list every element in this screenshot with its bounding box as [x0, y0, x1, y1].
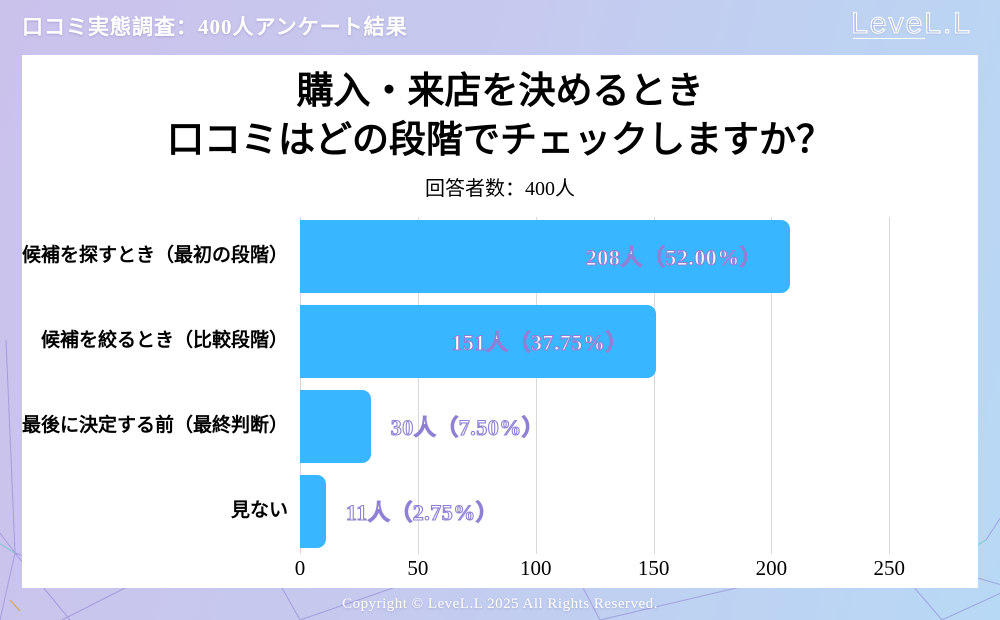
- value-label: 208人（52.00%）: [585, 245, 763, 271]
- bar-track: 30人（7.50%）: [300, 389, 960, 463]
- bar-segment: 208人（52.00%）: [300, 219, 791, 293]
- x-tick-label: 250: [873, 555, 906, 580]
- value-label: 151人（37.75%）: [451, 330, 628, 356]
- copyright-text: Copyright © LeveL.L 2025 All Rights Rese…: [342, 596, 658, 612]
- chart-title-line2: 口コミはどの段階でチェックしますか？: [167, 119, 833, 161]
- chart-title: 購入・来店を決めるとき 口コミはどの段階でチェックしますか？: [22, 68, 978, 166]
- bar-segment: [300, 474, 326, 548]
- chart-row: 最後に決定する前（最終判断） 30人（7.50%）: [22, 389, 978, 463]
- x-tick-label: 100: [519, 555, 552, 580]
- x-tick-label: 150: [637, 555, 670, 580]
- bar-segment: 151人（37.75%）: [300, 304, 656, 378]
- category-label: 候補を探すとき（最初の段階）: [22, 244, 289, 266]
- x-axis: 0 50 100 150 200 250: [295, 555, 960, 586]
- chart-card: 購入・来店を決めるとき 口コミはどの段階でチェックしますか？ 回答者数：400人…: [22, 55, 978, 588]
- respondent-count: 回答者数：400人: [425, 177, 575, 200]
- x-tick-label: 200: [755, 555, 788, 580]
- bar-track: 208人（52.00%）: [300, 219, 960, 293]
- chart-row: 見ない 11人（2.75%）: [22, 474, 978, 548]
- category-label: 候補を絞るとき（比較段階）: [40, 329, 288, 351]
- bar-track: 151人（37.75%）: [300, 304, 960, 378]
- page-header-title: 口コミ実態調査：400人アンケート結果: [22, 15, 408, 39]
- category-label: 見ない: [230, 499, 288, 521]
- value-label: 30人（7.50%）: [390, 415, 545, 441]
- x-tick-label: 50: [407, 555, 429, 580]
- value-label: 11人（2.75%）: [345, 500, 499, 526]
- bar-track: 11人（2.75%）: [300, 474, 960, 548]
- bar-segment: [300, 389, 371, 463]
- chart-row: 候補を絞るとき（比較段階） 151人（37.75%）: [22, 304, 978, 378]
- category-label: 最後に決定する前（最終判断）: [22, 414, 289, 436]
- chart-row: 候補を探すとき（最初の段階） 208人（52.00%）: [22, 219, 978, 293]
- x-tick-label: 0: [294, 555, 306, 580]
- brand-logo: LeveL.L: [851, 6, 972, 40]
- chart-title-line1: 購入・来店を決めるとき: [296, 71, 704, 112]
- bar-chart: 候補を探すとき（最初の段階） 208人（52.00%） 候補を絞るとき（比較段階） 1…: [22, 216, 978, 586]
